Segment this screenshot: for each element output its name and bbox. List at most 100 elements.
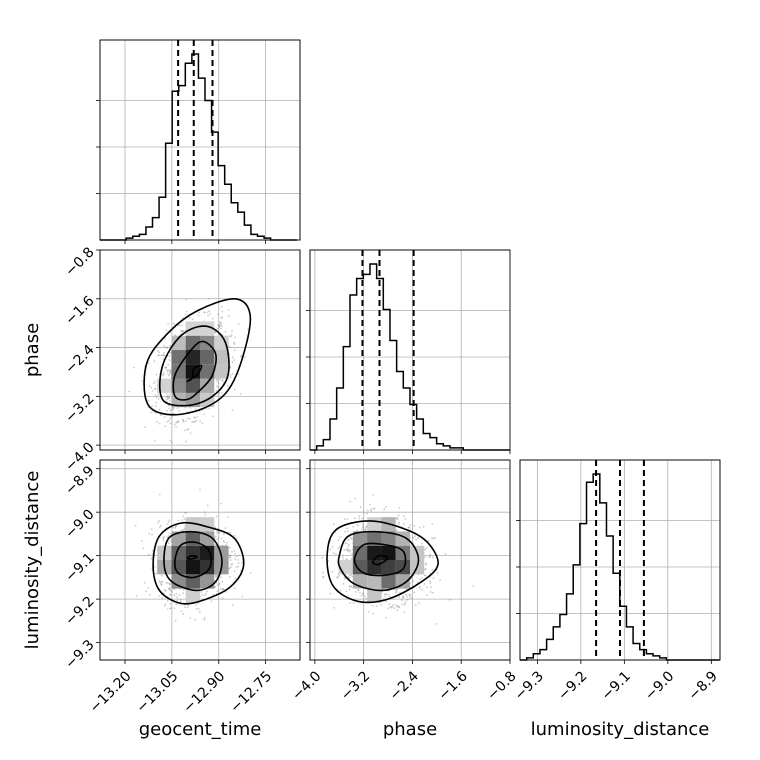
sample-point: [216, 385, 219, 388]
sample-point: [224, 330, 227, 333]
sample-point: [171, 441, 173, 444]
sample-point: [361, 523, 364, 526]
sample-point: [204, 593, 207, 595]
sample-point: [170, 590, 173, 593]
panel-frame-geocent_time-phase: [99, 249, 301, 451]
sample-point: [167, 404, 170, 407]
sample-point: [161, 574, 164, 577]
sample-point: [165, 346, 168, 349]
sample-point: [417, 536, 420, 539]
sample-point: [172, 526, 174, 529]
sample-point: [182, 588, 185, 591]
sample-point: [231, 356, 234, 359]
sample-point: [331, 545, 334, 548]
sample-point: [362, 525, 364, 528]
sample-point: [150, 386, 153, 389]
density-cell: [367, 560, 382, 575]
sample-point: [234, 577, 237, 580]
sample-point: [166, 420, 169, 423]
sample-point: [167, 521, 170, 524]
sample-point: [217, 536, 220, 539]
density-cell: [367, 574, 382, 589]
sample-point: [184, 406, 187, 409]
sample-point: [175, 603, 178, 605]
sample-point: [350, 574, 353, 576]
sample-point: [234, 557, 237, 560]
y-tick-label: −1.6: [62, 293, 97, 328]
sample-point: [166, 396, 169, 398]
sample-point: [169, 371, 171, 374]
sample-point: [216, 584, 219, 587]
sample-point: [233, 359, 235, 361]
sample-point: [363, 595, 366, 598]
sample-point: [195, 604, 197, 606]
sample-point: [185, 298, 188, 301]
sample-point: [211, 317, 214, 320]
sample-point: [196, 415, 198, 418]
sample-point: [174, 527, 177, 529]
sample-point: [444, 553, 447, 555]
sample-point: [154, 405, 157, 408]
sample-point: [155, 373, 158, 376]
sample-point: [221, 310, 224, 313]
density-cell: [200, 574, 215, 589]
sample-point: [165, 392, 168, 395]
x-tick-label: −13.05: [134, 668, 182, 716]
sample-point: [332, 552, 335, 555]
y-tick-label: −2.4: [62, 342, 97, 377]
sample-point: [222, 539, 225, 542]
sample-point: [397, 522, 400, 525]
sample-point: [339, 536, 341, 539]
sample-point: [356, 524, 359, 527]
sample-point: [183, 429, 186, 432]
sample-point: [429, 591, 432, 593]
sample-point: [368, 503, 371, 506]
sample-point: [329, 592, 332, 595]
sample-point: [398, 596, 401, 598]
sample-point: [209, 312, 211, 315]
sample-point: [222, 533, 225, 536]
sample-point: [175, 593, 178, 595]
sample-point: [343, 518, 346, 521]
sample-point: [147, 362, 150, 365]
sample-point: [175, 421, 178, 424]
sample-point: [321, 556, 324, 559]
sample-point: [205, 590, 208, 593]
sample-point: [169, 352, 172, 354]
sample-point: [208, 310, 211, 313]
sample-point: [342, 554, 345, 557]
sample-point: [158, 594, 161, 597]
sample-point: [211, 415, 214, 418]
sample-point: [193, 421, 196, 423]
x-tick-label: −13.20: [87, 668, 135, 716]
sample-point: [239, 393, 242, 395]
sample-point: [429, 553, 432, 556]
sample-point: [229, 546, 231, 549]
sample-point: [227, 309, 230, 311]
sample-point: [348, 585, 351, 588]
sample-point: [173, 594, 176, 597]
sample-point: [151, 405, 153, 408]
histogram-phase: [310, 263, 510, 451]
sample-point: [208, 407, 211, 410]
sample-point: [408, 593, 411, 596]
sample-point: [404, 593, 407, 596]
sample-point: [181, 329, 184, 332]
sample-point: [218, 324, 221, 327]
sample-point: [344, 542, 347, 545]
histogram-luminosity_distance: [520, 473, 720, 661]
sample-point: [227, 516, 230, 518]
sample-point: [160, 524, 162, 527]
sample-point: [158, 354, 161, 357]
hist-panel-phase: [309, 249, 511, 451]
sample-point: [169, 589, 172, 592]
sample-point: [366, 509, 369, 512]
sample-point: [194, 618, 197, 621]
sample-point: [166, 370, 169, 372]
ylabel-phase: phase: [22, 323, 43, 377]
sample-point: [158, 493, 161, 496]
sample-point: [383, 508, 386, 511]
density-cell: [200, 378, 215, 393]
x-tick-label: −9.3: [512, 668, 547, 703]
sample-point: [360, 594, 363, 597]
